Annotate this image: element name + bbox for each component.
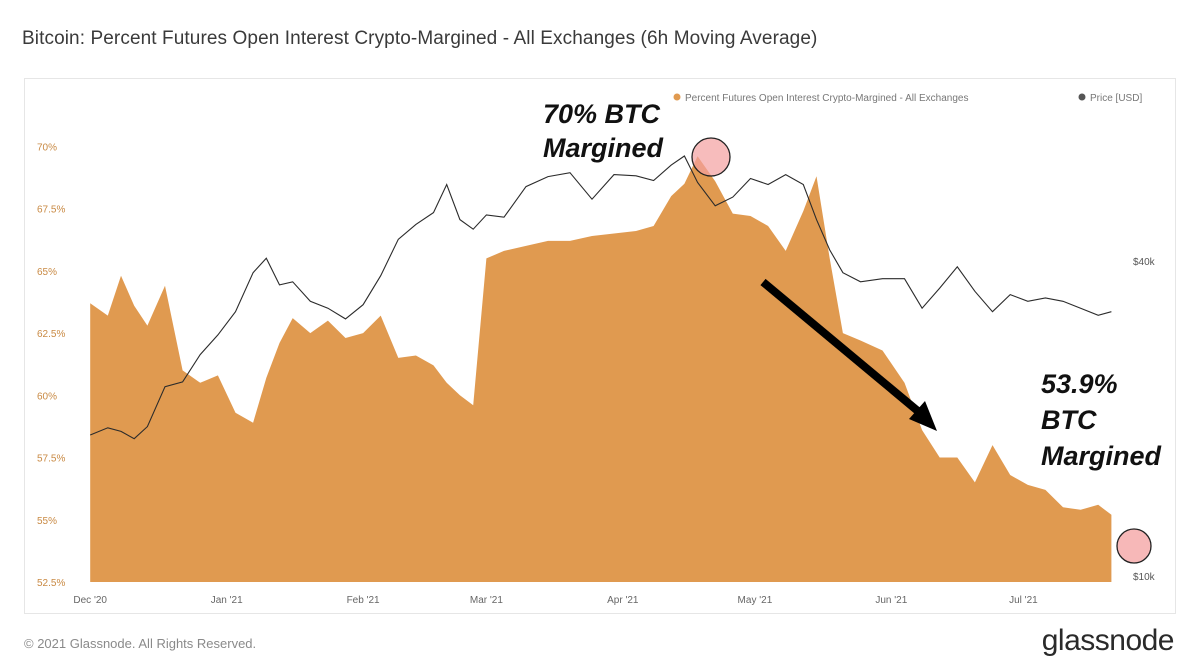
left-tick-label: 62.5% xyxy=(37,329,65,340)
left-tick-label: 67.5% xyxy=(37,205,65,216)
legend: Percent Futures Open Interest Crypto-Mar… xyxy=(673,93,1142,104)
arrow-head-icon xyxy=(909,401,937,431)
left-axis: 70% 67.5% 65% 62.5% 60% 57.5% 55% 52.5% xyxy=(37,142,65,589)
x-tick-label: May '21 xyxy=(738,595,773,606)
x-tick-label: Apr '21 xyxy=(607,595,639,606)
legend-price-marker xyxy=(1078,93,1086,101)
annotations: 70% BTC Margined 53.9% BTC Margined xyxy=(543,99,1162,564)
highlight-current-icon xyxy=(1116,528,1152,564)
annotation-current-line3: Margined xyxy=(1041,441,1162,471)
price-series-line xyxy=(89,155,1112,440)
annotation-peak-line1: 70% BTC xyxy=(543,99,661,129)
x-tick-label: Jun '21 xyxy=(875,595,907,606)
left-tick-label: 70% xyxy=(37,142,57,153)
x-tick-label: Dec '20 xyxy=(73,595,107,606)
arrow-line xyxy=(760,278,928,421)
highlight-peak-icon xyxy=(691,137,731,177)
right-tick-label: $10k xyxy=(1133,572,1156,583)
x-tick-label: Mar '21 xyxy=(470,595,503,606)
x-tick-label: Feb '21 xyxy=(347,595,380,606)
left-tick-label: 65% xyxy=(37,267,57,278)
chart-svg: 70% 67.5% 65% 62.5% 60% 57.5% 55% 52.5% $40k $10… xyxy=(37,93,1162,606)
chart-title: Bitcoin: Percent Futures Open Interest C… xyxy=(22,28,818,49)
left-tick-label: 60% xyxy=(37,391,57,402)
annotation-current-line2: BTC xyxy=(1041,405,1097,435)
area-series-fill xyxy=(90,156,1112,583)
legend-area-marker xyxy=(673,93,681,101)
plot-area xyxy=(89,155,1112,583)
legend-area-label: Percent Futures Open Interest Crypto-Mar… xyxy=(685,93,968,104)
x-tick-label: Jan '21 xyxy=(211,595,243,606)
brand-logo: glassnode xyxy=(1041,624,1175,657)
copyright-text: © 2021 Glassnode. All Rights Reserved. xyxy=(24,636,257,651)
left-tick-label: 52.5% xyxy=(37,578,65,589)
chart-frame: 70% 67.5% 65% 62.5% 60% 57.5% 55% 52.5% $40k $10… xyxy=(24,78,1176,614)
left-tick-label: 57.5% xyxy=(37,454,65,465)
right-tick-label: $40k xyxy=(1133,257,1156,268)
annotation-peak-line2: Margined xyxy=(543,133,664,163)
left-tick-label: 55% xyxy=(37,516,57,527)
legend-price-label: Price [USD] xyxy=(1090,93,1142,104)
x-axis: Dec '20 Jan '21 Feb '21 Mar '21 Apr '21 May '… xyxy=(73,595,1038,606)
right-axis: $40k $10k xyxy=(1133,257,1156,583)
annotation-current-line1: 53.9% xyxy=(1041,369,1118,399)
x-tick-label: Jul '21 xyxy=(1009,595,1038,606)
